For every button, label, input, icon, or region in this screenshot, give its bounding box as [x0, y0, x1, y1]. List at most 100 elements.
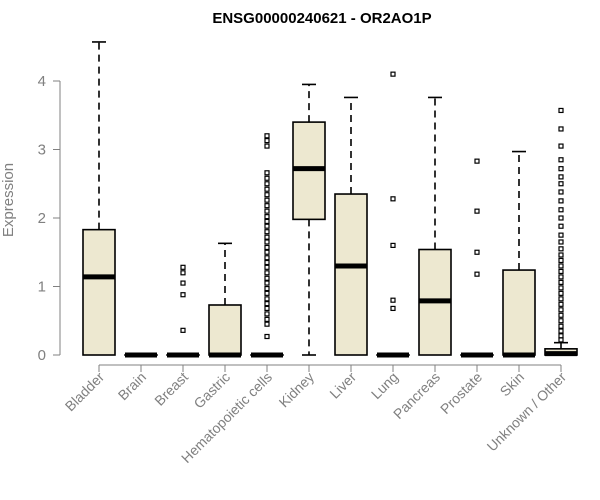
outlier-point: [264, 143, 270, 149]
outlier-point: [558, 307, 564, 313]
outlier-point: [180, 264, 186, 270]
box-lung: [376, 71, 410, 358]
box-iqr: [502, 269, 536, 356]
outlier-point: [390, 242, 396, 248]
outlier-point: [390, 305, 396, 312]
y-tick-label: 4: [38, 73, 46, 90]
outlier-point: [558, 232, 564, 238]
outlier-point: [474, 249, 480, 255]
outlier-point: [558, 207, 564, 213]
outlier-point: [474, 158, 480, 164]
outlier-point: [264, 249, 270, 255]
outlier-point: [558, 268, 564, 275]
box-pancreas: [418, 96, 452, 356]
outlier-point: [390, 196, 396, 202]
outlier-point: [558, 166, 564, 172]
outlier-point: [558, 285, 564, 291]
outlier-point: [558, 189, 564, 195]
outlier-point: [264, 321, 270, 327]
box-prostate: [460, 158, 494, 358]
outlier-point: [558, 337, 564, 343]
outlier-point: [558, 323, 564, 329]
chart-title: ENSG00000240621 - OR2AO1P: [212, 10, 431, 27]
box-bladder: [82, 41, 116, 356]
box-iqr: [208, 304, 242, 356]
outlier-point: [264, 197, 270, 203]
outlier-point: [264, 218, 270, 225]
outlier-point: [558, 274, 564, 280]
outlier-point: [264, 175, 270, 181]
box-hematopoietic-cells: [250, 133, 284, 358]
outlier-point: [558, 181, 564, 187]
y-tick-label: 0: [38, 347, 46, 364]
outlier-point: [558, 301, 564, 307]
y-tick-label: 3: [38, 142, 46, 159]
x-tick-label: Kidney: [276, 369, 318, 411]
outlier-point: [264, 186, 270, 192]
outlier-point: [264, 264, 270, 270]
outlier-point: [180, 280, 186, 286]
y-tick-label: 1: [38, 279, 46, 296]
outlier-point: [558, 318, 564, 324]
outlier-point: [264, 311, 270, 317]
outlier-point: [180, 270, 186, 276]
outlier-point: [558, 333, 564, 339]
outlier-point: [264, 234, 270, 240]
x-tick-label: Pancreas: [390, 369, 443, 422]
box-breast: [166, 264, 200, 358]
outlier-point: [264, 239, 270, 245]
outlier-point: [264, 285, 270, 292]
x-tick-label: Liver: [326, 369, 359, 402]
outlier-point: [264, 170, 270, 176]
box-unknown-other: [544, 107, 578, 357]
outlier-point: [558, 157, 564, 163]
outlier-point: [264, 290, 270, 296]
x-tick-label: Brain: [115, 369, 149, 403]
outlier-point: [558, 312, 564, 318]
x-tick-label: Bladder: [62, 369, 108, 415]
outlier-point: [558, 279, 564, 285]
outlier-point: [390, 297, 396, 303]
outlier-point: [264, 223, 270, 229]
outlier-point: [264, 259, 270, 266]
outlier-point: [264, 275, 270, 281]
outlier-point: [264, 305, 270, 312]
outlier-point: [264, 133, 270, 139]
outlier-point: [558, 263, 564, 269]
outlier-point: [558, 107, 564, 114]
x-tick-label: Unknown / Other: [484, 369, 570, 455]
outlier-point: [264, 280, 270, 286]
outlier-point: [558, 215, 564, 221]
outlier-point: [474, 271, 480, 277]
x-tick-label: Skin: [497, 369, 528, 400]
outlier-point: [264, 316, 270, 322]
y-tick-label: 2: [38, 210, 46, 227]
box-liver: [334, 96, 368, 356]
outlier-point: [264, 244, 270, 251]
outlier-point: [264, 137, 270, 144]
outlier-point: [264, 333, 270, 340]
box-gastric: [208, 242, 242, 358]
x-tick-label: Breast: [151, 369, 191, 409]
outlier-point: [558, 126, 564, 132]
outlier-point: [558, 296, 564, 302]
outlier-point: [264, 181, 270, 187]
outlier-point: [264, 229, 270, 235]
outlier-point: [558, 223, 564, 229]
outlier-point: [264, 255, 270, 261]
outlier-point: [264, 192, 270, 198]
outlier-point: [558, 290, 564, 296]
outlier-point: [264, 203, 270, 209]
outlier-point: [264, 270, 270, 276]
outlier-point: [264, 296, 270, 302]
box-iqr: [334, 193, 368, 356]
outlier-point: [474, 208, 480, 214]
outlier-point: [558, 328, 564, 334]
plot-area: [82, 41, 578, 358]
outlier-point: [558, 257, 564, 264]
y-axis-label: Expression: [0, 163, 17, 237]
outlier-point: [390, 71, 396, 77]
box-kidney: [292, 83, 326, 356]
outlier-point: [558, 246, 564, 252]
